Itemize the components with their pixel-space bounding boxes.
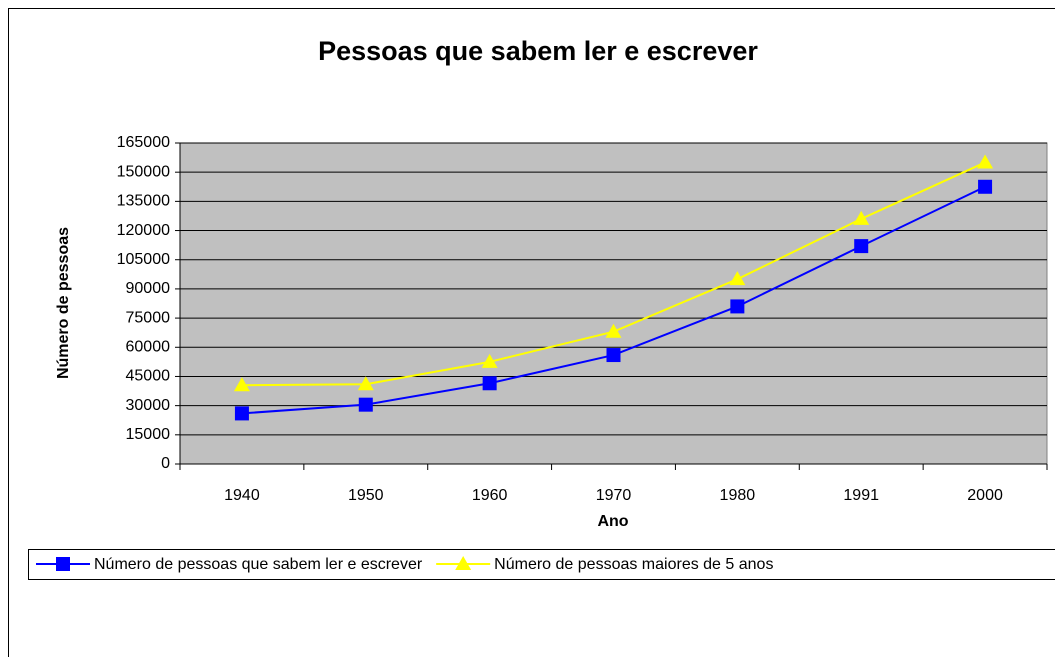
x-tick-label: 1960 (472, 487, 508, 504)
x-tick-label: 1940 (224, 487, 260, 504)
data-point (605, 323, 622, 338)
data-point (853, 210, 870, 225)
plot-area (179, 142, 1048, 465)
x-axis-label: Ano (597, 513, 628, 530)
data-point (482, 376, 497, 391)
x-tick-label: 2000 (967, 487, 1003, 504)
y-tick-label: 90000 (126, 280, 171, 297)
legend-marker (56, 557, 70, 571)
y-tick-label: 120000 (117, 222, 170, 239)
y-tick-label: 105000 (117, 251, 170, 268)
y-tick-label: 75000 (126, 309, 171, 326)
data-point (357, 376, 374, 391)
x-tick-label: 1970 (596, 487, 632, 504)
data-point (233, 377, 250, 392)
x-tick-label: 1980 (720, 487, 756, 504)
data-point (358, 397, 373, 412)
y-tick-label: 150000 (117, 163, 170, 180)
y-tick-label: 15000 (126, 426, 171, 443)
legend-label: Número de pessoas que sabem ler e escrev… (94, 556, 423, 573)
data-point (730, 299, 745, 314)
data-point (481, 353, 498, 368)
data-point (978, 179, 993, 194)
y-axis-label: Número de pessoas (55, 227, 72, 379)
x-tick-label: 1950 (348, 487, 384, 504)
y-tick-label: 135000 (117, 193, 170, 210)
data-point (234, 406, 249, 421)
data-point (854, 239, 869, 254)
y-tick-label: 0 (161, 455, 170, 472)
legend-label: Número de pessoas maiores de 5 anos (494, 556, 773, 573)
y-tick-label: 45000 (126, 368, 171, 385)
legend-box (28, 549, 1055, 580)
x-tick-label: 1991 (843, 487, 879, 504)
legend-marker (455, 556, 472, 570)
y-tick-label: 60000 (126, 338, 171, 355)
data-point (977, 154, 994, 169)
data-point (606, 348, 621, 363)
y-tick-label: 165000 (117, 134, 170, 151)
chart-title: Pessoas que sabem ler e escrever (318, 36, 758, 66)
data-point (729, 271, 746, 286)
y-tick-label: 30000 (126, 397, 171, 414)
